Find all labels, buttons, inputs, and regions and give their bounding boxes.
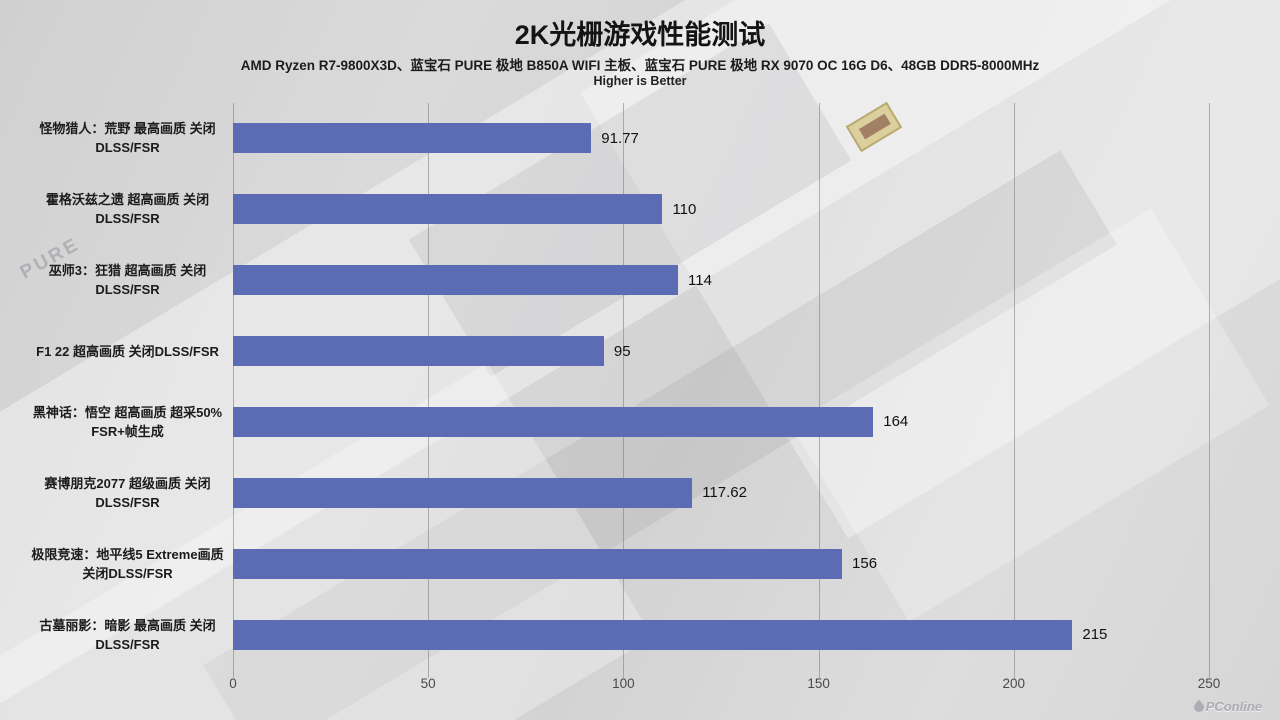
x-tick-label: 250 [1197, 676, 1221, 691]
chart-row: 110 [233, 174, 1209, 245]
chart-title: 2K光栅游戏性能测试 [514, 20, 766, 50]
value-label: 117.62 [702, 484, 747, 502]
value-label: 164 [883, 413, 909, 431]
x-tick-label: 50 [420, 676, 436, 691]
gridline [818, 103, 820, 678]
bar-forza-horizon5 [233, 548, 843, 579]
chart-row: 215 [233, 599, 1209, 670]
bar-monster-hunter-wilds [233, 123, 592, 154]
x-axis: 0 50 100 150 200 250 [229, 676, 1220, 696]
value-label: 114 [688, 271, 712, 289]
category-label: 赛博朋克2077 超级画质 关闭 DLSS/FSR [44, 475, 211, 510]
chart-row: 114 [233, 245, 1209, 316]
category-label: 霍格沃兹之遗 超高画质 关闭 DLSS/FSR [45, 192, 210, 227]
gridline [233, 103, 234, 678]
bar-cyberpunk-2077 [233, 477, 693, 508]
x-tick-label: 0 [229, 676, 237, 691]
bar-witcher3 [233, 265, 679, 296]
bar-shadow-tomb-raider [233, 619, 1073, 650]
value-label: 110 [672, 200, 697, 218]
chart-row: 117.62 [233, 457, 1209, 528]
category-label: 巫师3：狂猎 超高画质 关闭 DLSS/FSR [48, 263, 207, 298]
pconline-watermark: PConline [1191, 699, 1262, 714]
category-label: F1 22 超高画质 关闭DLSS/FSR [36, 343, 219, 359]
x-tick-label: 150 [807, 676, 830, 691]
x-tick-label: 200 [1002, 676, 1026, 691]
gridline [1209, 103, 1210, 678]
gridline [428, 103, 430, 678]
chart-row: 164 [233, 387, 1209, 458]
value-label: 95 [613, 342, 631, 360]
bar-black-myth-wukong [233, 406, 874, 437]
category-label: 古墓丽影：暗影 最高画质 关闭 DLSS/FSR [39, 617, 216, 652]
value-label: 215 [1082, 626, 1108, 644]
category-label: 黑神话：悟空 超高画质 超采50% FSR+帧生成 [32, 404, 223, 439]
chart-row: 95 [233, 316, 1209, 387]
chart-subtitle: AMD Ryzen R7-9800X3D、蓝宝石 PURE 极地 B850A W… [240, 58, 1040, 73]
gridline [623, 103, 625, 678]
category-label: 怪物猎人：荒野 最高画质 关闭 DLSS/FSR [39, 121, 216, 156]
bar-hogwarts-legacy [233, 194, 663, 225]
pconline-logo-icon [1191, 699, 1206, 714]
bar-f1-22 [233, 336, 604, 367]
category-axis: 怪物猎人：荒野 最高画质 关闭 DLSS/FSR 霍格沃兹之遗 超高画质 关闭 … [0, 103, 227, 670]
chart-row: 156 [233, 528, 1209, 599]
category-label: 极限竞速：地平线5 Extreme画质 关闭DLSS/FSR [31, 546, 224, 581]
value-label: 91.77 [601, 129, 639, 147]
gridline [1013, 103, 1015, 678]
bar-rows: 91.77 110 114 95 164 117.62 [233, 103, 1209, 670]
higher-is-better-note: Higher is Better [593, 74, 687, 88]
x-tick-label: 100 [612, 676, 635, 691]
value-label: 156 [852, 555, 878, 573]
plot-area: 91.77 110 114 95 164 117.62 [233, 103, 1210, 678]
chart-row: 91.77 [233, 103, 1209, 174]
